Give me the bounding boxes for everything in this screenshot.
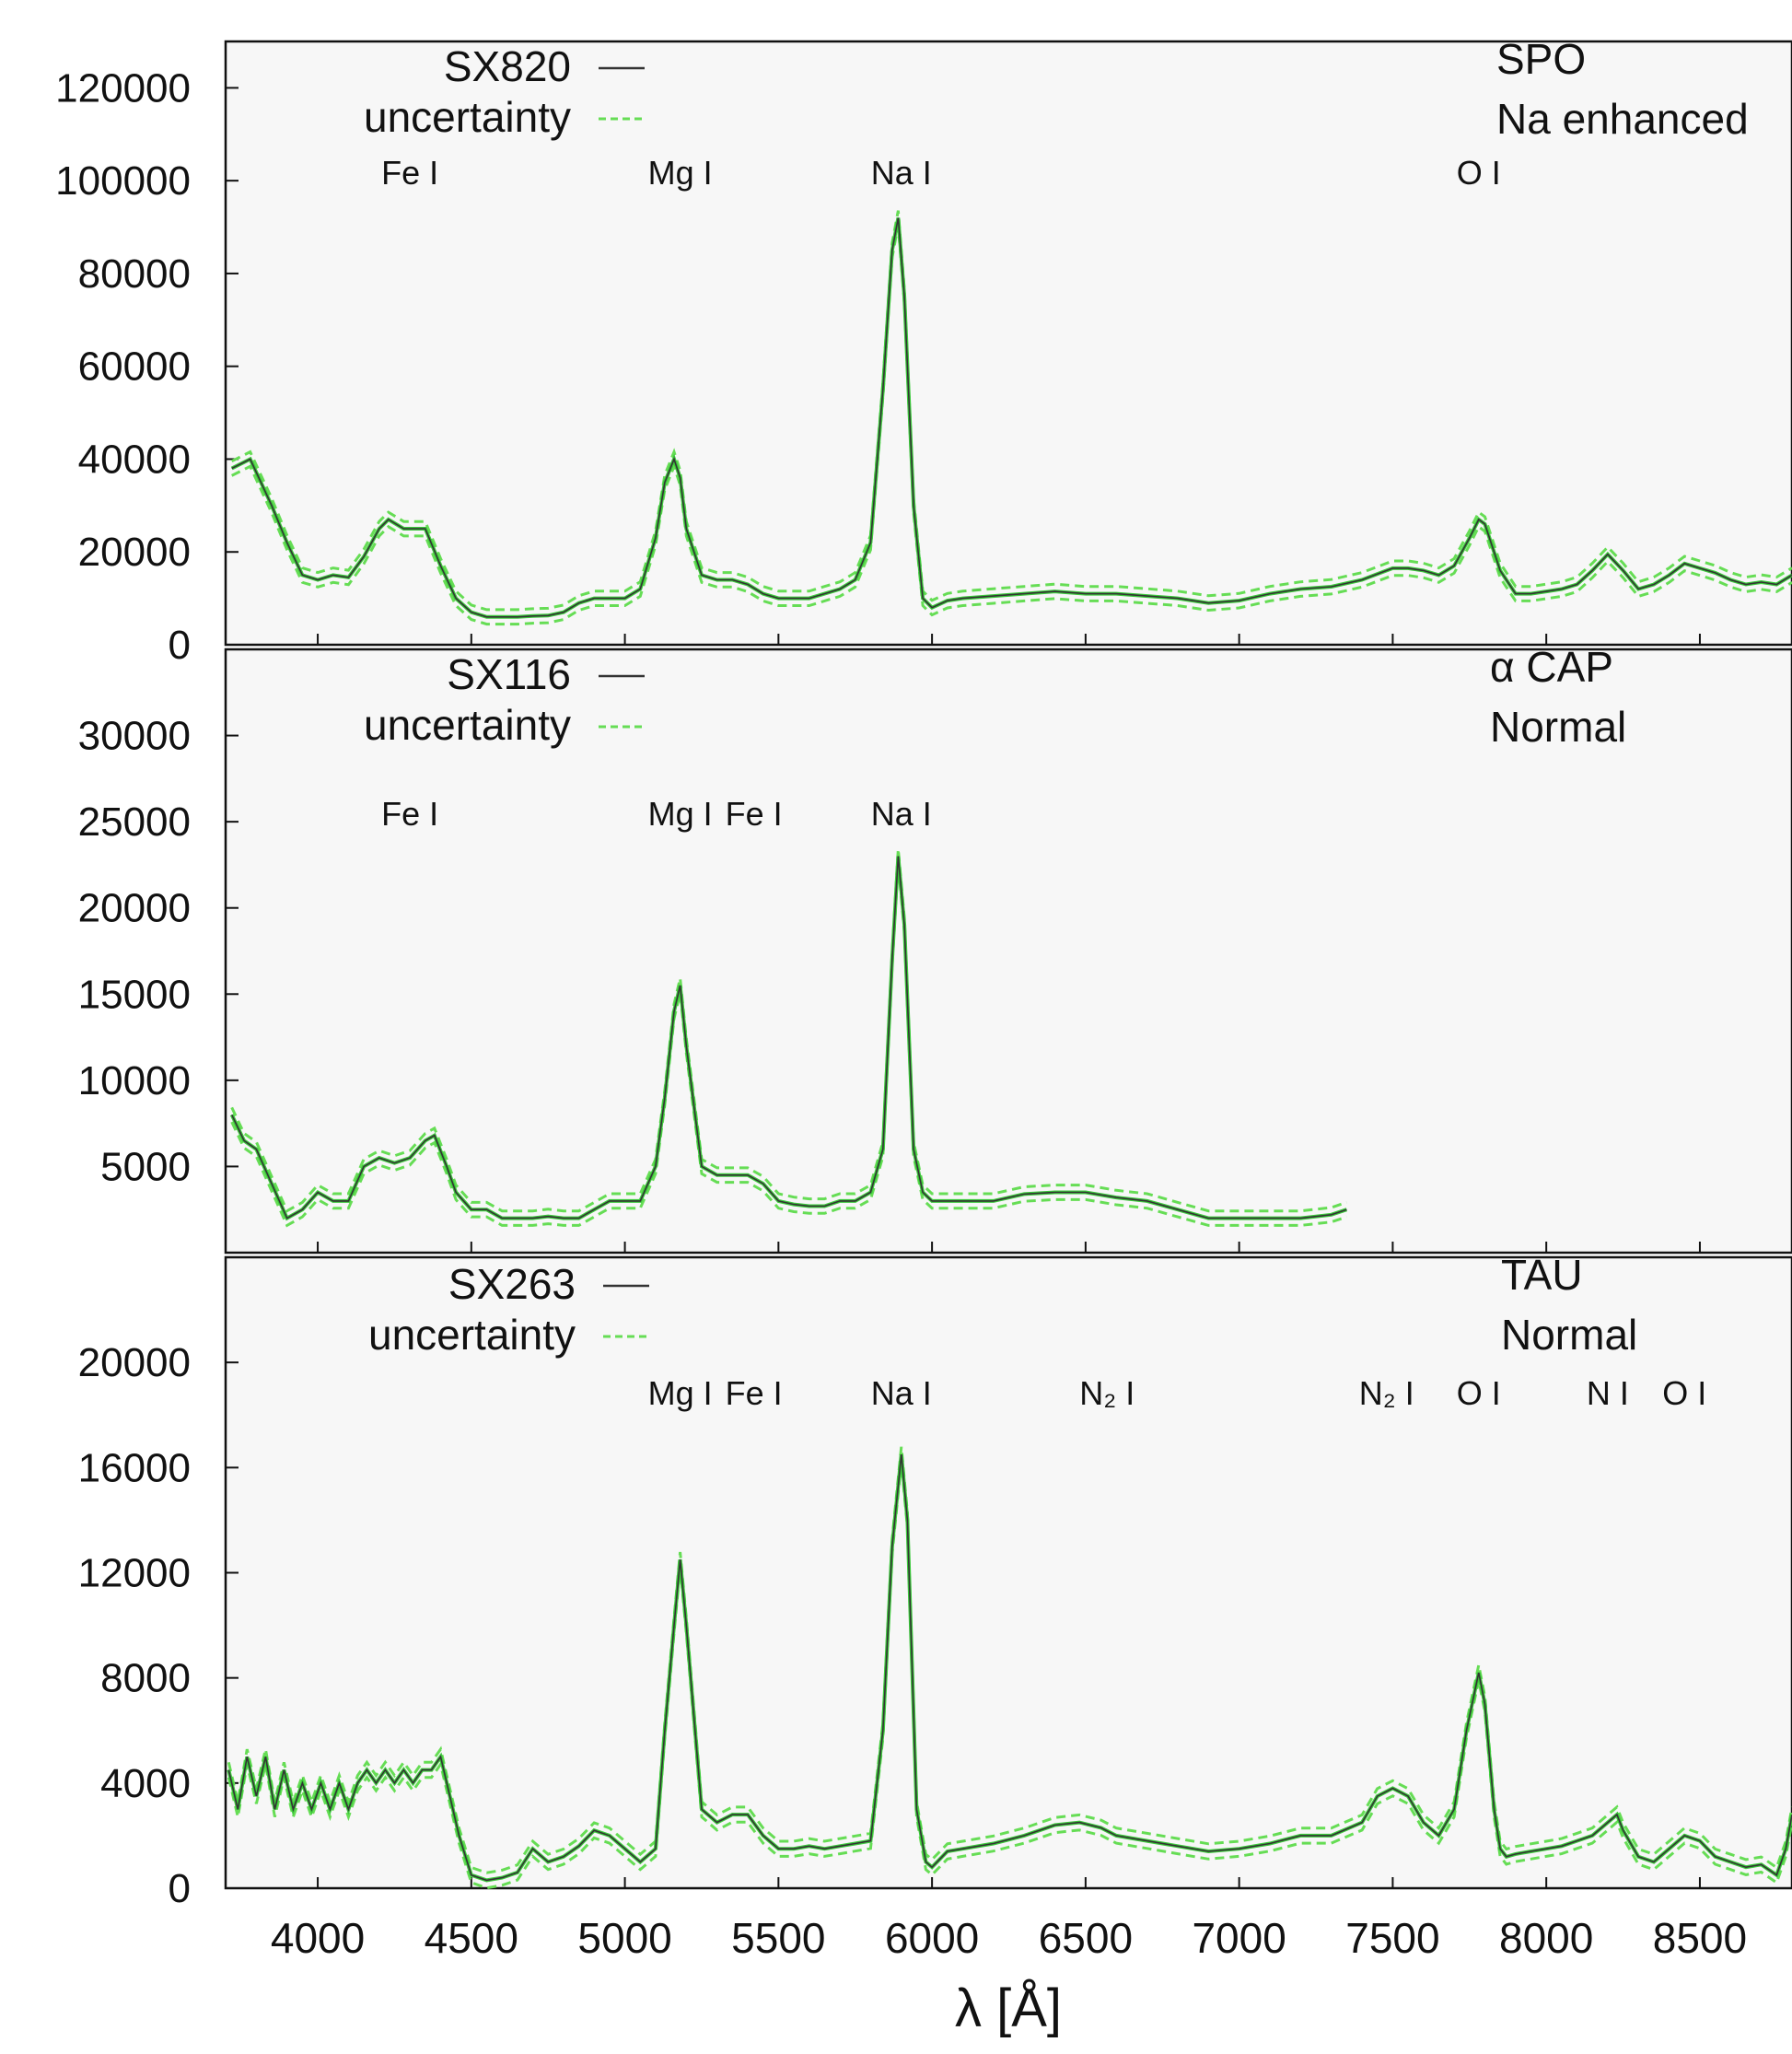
x-tick-label: 8000 (1499, 1914, 1593, 1962)
y-tick-label: 120000 (55, 65, 191, 111)
y-tick-label: 0 (169, 623, 191, 668)
x-axis-label: λ [Å] (955, 1978, 1062, 2038)
spectral-line-label: N₂ I (1359, 1374, 1414, 1412)
legend-label: uncertainty (368, 1311, 576, 1359)
y-tick-label: 12000 (78, 1551, 191, 1596)
x-tick-label: 5500 (731, 1914, 825, 1962)
x-tick-label: 6500 (1039, 1914, 1133, 1962)
y-tick-label: 25000 (78, 799, 191, 845)
spectral-line-label: N I (1587, 1374, 1629, 1412)
x-tick-label: 7500 (1345, 1914, 1439, 1962)
y-tick-label: 80000 (78, 251, 191, 297)
y-tick-label: 15000 (78, 972, 191, 1017)
panel-bottom: 0 4000 8000 12000 16000 20000 4000 4500 5000 5500… (78, 1251, 1792, 2038)
spectral-line-label: Na I (871, 154, 932, 192)
y-tick-label: 5000 (100, 1144, 191, 1189)
legend-label: SX263 (448, 1260, 576, 1308)
y-tick-label: 10000 (78, 1058, 191, 1103)
spectral-line-label: O I (1457, 154, 1501, 192)
x-tick-label: 4500 (425, 1914, 518, 1962)
x-tick-label: 8500 (1653, 1914, 1747, 1962)
spectral-line-label: Mg I (648, 1374, 713, 1412)
spectral-line-label: Fe I (726, 795, 783, 833)
spectral-line-label: Mg I (648, 795, 713, 833)
panel-annotation: TAU (1501, 1251, 1583, 1299)
panel-annotation: SPO (1496, 35, 1586, 83)
x-tick-label: 7000 (1192, 1914, 1286, 1962)
x-tick-label: 6000 (885, 1914, 979, 1962)
y-tick-label: 20000 (78, 1340, 191, 1385)
panel-middle: 5000 10000 15000 20000 25000 30000 SX116uncert… (78, 643, 1792, 1255)
spectral-line-label: Fe I (381, 154, 438, 192)
spectral-line-label: O I (1662, 1374, 1706, 1412)
y-tick-label: 0 (169, 1866, 191, 1911)
legend-label: uncertainty (364, 701, 571, 749)
y-tick-label: 20000 (78, 886, 191, 931)
y-tick-label: 20000 (78, 530, 191, 575)
spectral-line-label: Mg I (648, 154, 713, 192)
legend-label: SX116 (447, 650, 571, 698)
panel-top: 0 20000 40000 60000 80000 100000 120000 SX820un… (55, 35, 1792, 668)
x-tick-label: 5000 (577, 1914, 671, 1962)
spectral-line-label: N₂ I (1079, 1374, 1135, 1412)
spectral-line-label: Na I (871, 795, 932, 833)
y-tick-label: 100000 (55, 158, 191, 204)
spectral-line-label: Fe I (381, 795, 438, 833)
legend-label: uncertainty (364, 93, 571, 141)
series-core-line (231, 217, 1792, 618)
y-tick-label: 16000 (78, 1445, 191, 1490)
plot-area (224, 40, 1792, 647)
panel-annotation: Na enhanced (1496, 95, 1749, 143)
plot-area (224, 648, 1792, 1255)
spectral-line-label: Fe I (726, 1374, 783, 1412)
panel-annotation: Normal (1501, 1311, 1637, 1359)
panel-annotation: α CAP (1490, 643, 1613, 691)
spectral-line-label: O I (1457, 1374, 1501, 1412)
spectral-line-label: Na I (871, 1374, 932, 1412)
y-tick-label: 8000 (100, 1656, 191, 1701)
y-tick-label: 4000 (100, 1761, 191, 1806)
y-tick-label: 30000 (78, 714, 191, 759)
plot-area (224, 1255, 1792, 1890)
x-tick-label: 4000 (271, 1914, 365, 1962)
series-core-line (227, 1454, 1792, 1882)
y-tick-label: 60000 (78, 344, 191, 390)
legend-label: SX820 (444, 42, 571, 90)
panel-annotation: Normal (1490, 703, 1626, 751)
series-core-line (230, 856, 1347, 1220)
y-tick-label: 40000 (78, 437, 191, 482)
